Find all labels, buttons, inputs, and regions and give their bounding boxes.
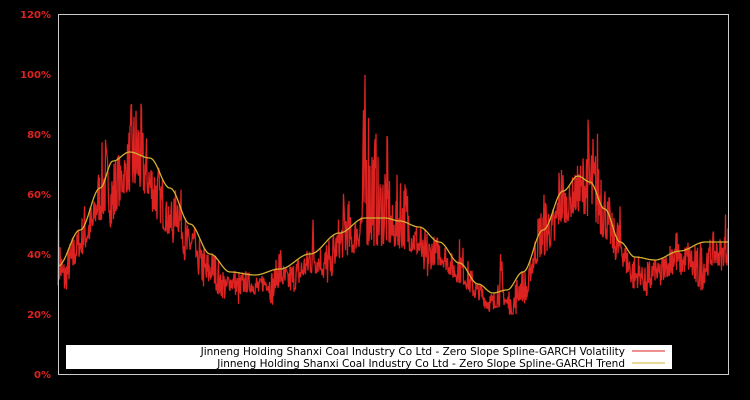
legend-label-volatility: Jinneng Holding Shanxi Coal Industry Co … [200,346,625,358]
y-tick-label: 100% [20,70,51,81]
legend-label-trend: Jinneng Holding Shanxi Coal Industry Co … [216,358,625,370]
y-tick-label: 20% [27,310,51,321]
trend-line [57,151,728,294]
y-tick-label: 40% [27,250,51,261]
y-tick-label: 80% [27,130,51,141]
plot-area [57,74,729,315]
y-tick-label: 60% [27,190,51,201]
y-tick-label: 120% [20,10,51,21]
legend: Jinneng Holding Shanxi Coal Industry Co … [66,345,672,370]
y-tick-label: 0% [34,370,51,381]
legend-box [66,345,672,369]
plot-frame [58,14,729,375]
volatility-line [57,74,729,315]
y-axis-ticks: 0% 20% 40% 60% 80% 100% 120% [20,10,51,381]
